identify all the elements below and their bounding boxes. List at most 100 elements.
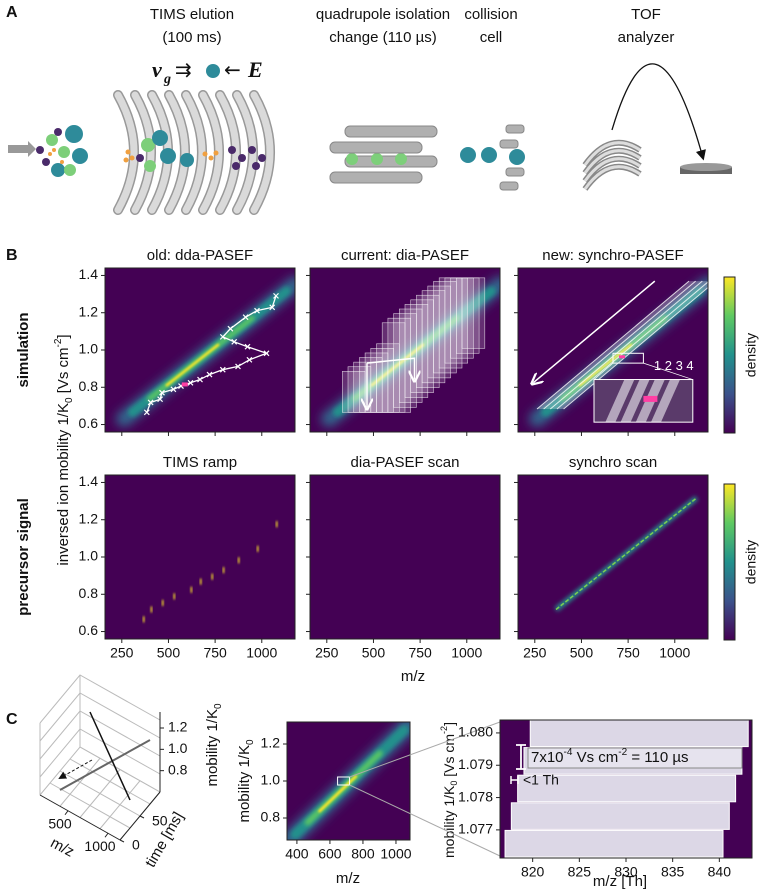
y-axis-label-text: mobility 1/K xyxy=(441,785,457,858)
y-axis-label-close: ] xyxy=(441,722,457,726)
panel-title: new: synchro-PASEF xyxy=(542,247,683,264)
isolation-window xyxy=(510,802,730,830)
x-tick-label: 250 xyxy=(523,645,547,661)
plot-area xyxy=(310,475,500,639)
isolation-window xyxy=(461,277,486,349)
y-axis-label-unit: [Vs cm xyxy=(441,734,457,781)
zoom-source xyxy=(337,776,351,786)
inset-connector xyxy=(593,362,614,380)
precursor-marker xyxy=(227,325,234,332)
formula-arrow: ⇉ xyxy=(175,58,192,82)
x-tick-label: 600 xyxy=(318,846,342,862)
panel-title: synchro scan xyxy=(569,454,657,471)
x-tick-label: 250 xyxy=(110,645,134,661)
y-tick-label: 1.079 xyxy=(458,756,493,772)
window-width-bar xyxy=(510,776,519,784)
panel-title: TIMS ramp xyxy=(163,454,237,471)
x-tick-label: 500 xyxy=(570,645,594,661)
precursor-marker xyxy=(246,356,253,363)
panel-label: B xyxy=(6,247,18,264)
stage-title: TIMS elution xyxy=(150,6,234,23)
precursor-marker xyxy=(143,409,150,416)
x-tick-label: 750 xyxy=(408,645,432,661)
plot-area: 1 2 3 4 xyxy=(518,268,708,432)
z-axis-label: mobility 1/K0 xyxy=(204,703,224,787)
panel-label: C xyxy=(6,711,18,728)
tims-ions xyxy=(123,130,266,172)
precursor-marker xyxy=(219,366,226,373)
formula: v g ⇉ ← E xyxy=(152,57,263,87)
y-tick-label: 1.078 xyxy=(458,788,493,804)
x-tick xyxy=(104,832,109,838)
window-note-part: Vs cm xyxy=(572,749,618,766)
signal-spot xyxy=(276,521,278,528)
precursor-marker xyxy=(147,399,154,406)
isolation-window xyxy=(504,829,724,858)
stage-title: TOF xyxy=(631,6,661,23)
x-axis-label: m/z xyxy=(401,668,425,685)
cube-trace xyxy=(58,759,93,779)
signal-spot xyxy=(257,545,259,552)
y-axis-label-sup: -2 xyxy=(53,338,64,347)
zoom-source xyxy=(612,352,644,364)
x-tick-label: 750 xyxy=(616,645,640,661)
y-tick-label: 1.2 xyxy=(261,735,281,751)
precursor-marker xyxy=(157,396,164,403)
y-tick-label: 1.4 xyxy=(79,473,99,489)
signal-spot xyxy=(238,557,240,564)
cube-trace xyxy=(89,711,131,801)
row-label: simulation xyxy=(15,312,32,387)
y-axis-label-text: inversed ion mobility 1/K xyxy=(55,403,72,566)
scan-arrow xyxy=(533,280,656,383)
scan-line xyxy=(556,281,708,410)
precursor-marker xyxy=(206,371,213,378)
z-axis-label-text: mobility 1/K xyxy=(204,709,221,787)
x-axis-label: m/z [Th] xyxy=(593,873,647,890)
instrument-schematic xyxy=(8,63,732,215)
x-tick-label: 500 xyxy=(157,645,181,661)
y-tick-label: 1.080 xyxy=(458,724,493,740)
y-axis-label-sup: -2 xyxy=(439,726,449,734)
z-tick-label: 1.2 xyxy=(168,719,188,735)
stage-title: change (110 µs) xyxy=(329,29,437,46)
ion xyxy=(206,64,220,78)
plot-area xyxy=(518,475,708,639)
y-tick-label: 1.2 xyxy=(79,303,99,319)
stage-title: (100 ms) xyxy=(162,29,221,46)
synchro-band xyxy=(537,281,708,410)
x-tick-label: 500 xyxy=(48,815,72,831)
plot-area xyxy=(287,722,410,840)
y-tick xyxy=(119,839,125,843)
stage-title: analyzer xyxy=(618,29,675,46)
x-tick-label: 750 xyxy=(203,645,227,661)
y-axis-label: inversed ion mobility 1/K0 [Vs cm-2] xyxy=(53,334,75,565)
z-tick-label: 1.0 xyxy=(168,740,188,756)
zoom-connector xyxy=(349,721,501,778)
stage-title: collision xyxy=(464,6,517,23)
z-tick-label: 0.8 xyxy=(168,761,188,777)
cube-grid xyxy=(59,770,141,817)
y-axis-label-text: mobility 1/K xyxy=(236,745,253,823)
x-tick-label: 1000 xyxy=(246,645,277,661)
y-tick-label: 1.077 xyxy=(458,821,493,837)
precursor-marker xyxy=(197,376,203,383)
inset-window xyxy=(651,379,680,423)
inlet-arrow xyxy=(28,141,36,157)
cube-grid xyxy=(39,674,161,724)
x-tick-label: 840 xyxy=(708,864,732,880)
isolation-window xyxy=(517,774,737,803)
tof-analyzer xyxy=(582,63,732,191)
precursor-marker xyxy=(254,307,260,314)
colorbar xyxy=(723,276,736,434)
x-axis-label: m/z xyxy=(48,834,77,860)
x-tick-label: 1000 xyxy=(659,645,690,661)
panel-label: A xyxy=(6,4,18,21)
y-axis-label-close: ] xyxy=(55,334,72,338)
y-tick-label: 0.8 xyxy=(261,809,281,825)
y-tick-label: 0.6 xyxy=(79,622,99,638)
precursor-marker xyxy=(170,386,177,393)
cube-trace xyxy=(59,739,151,791)
tims-electrodes xyxy=(113,90,275,215)
